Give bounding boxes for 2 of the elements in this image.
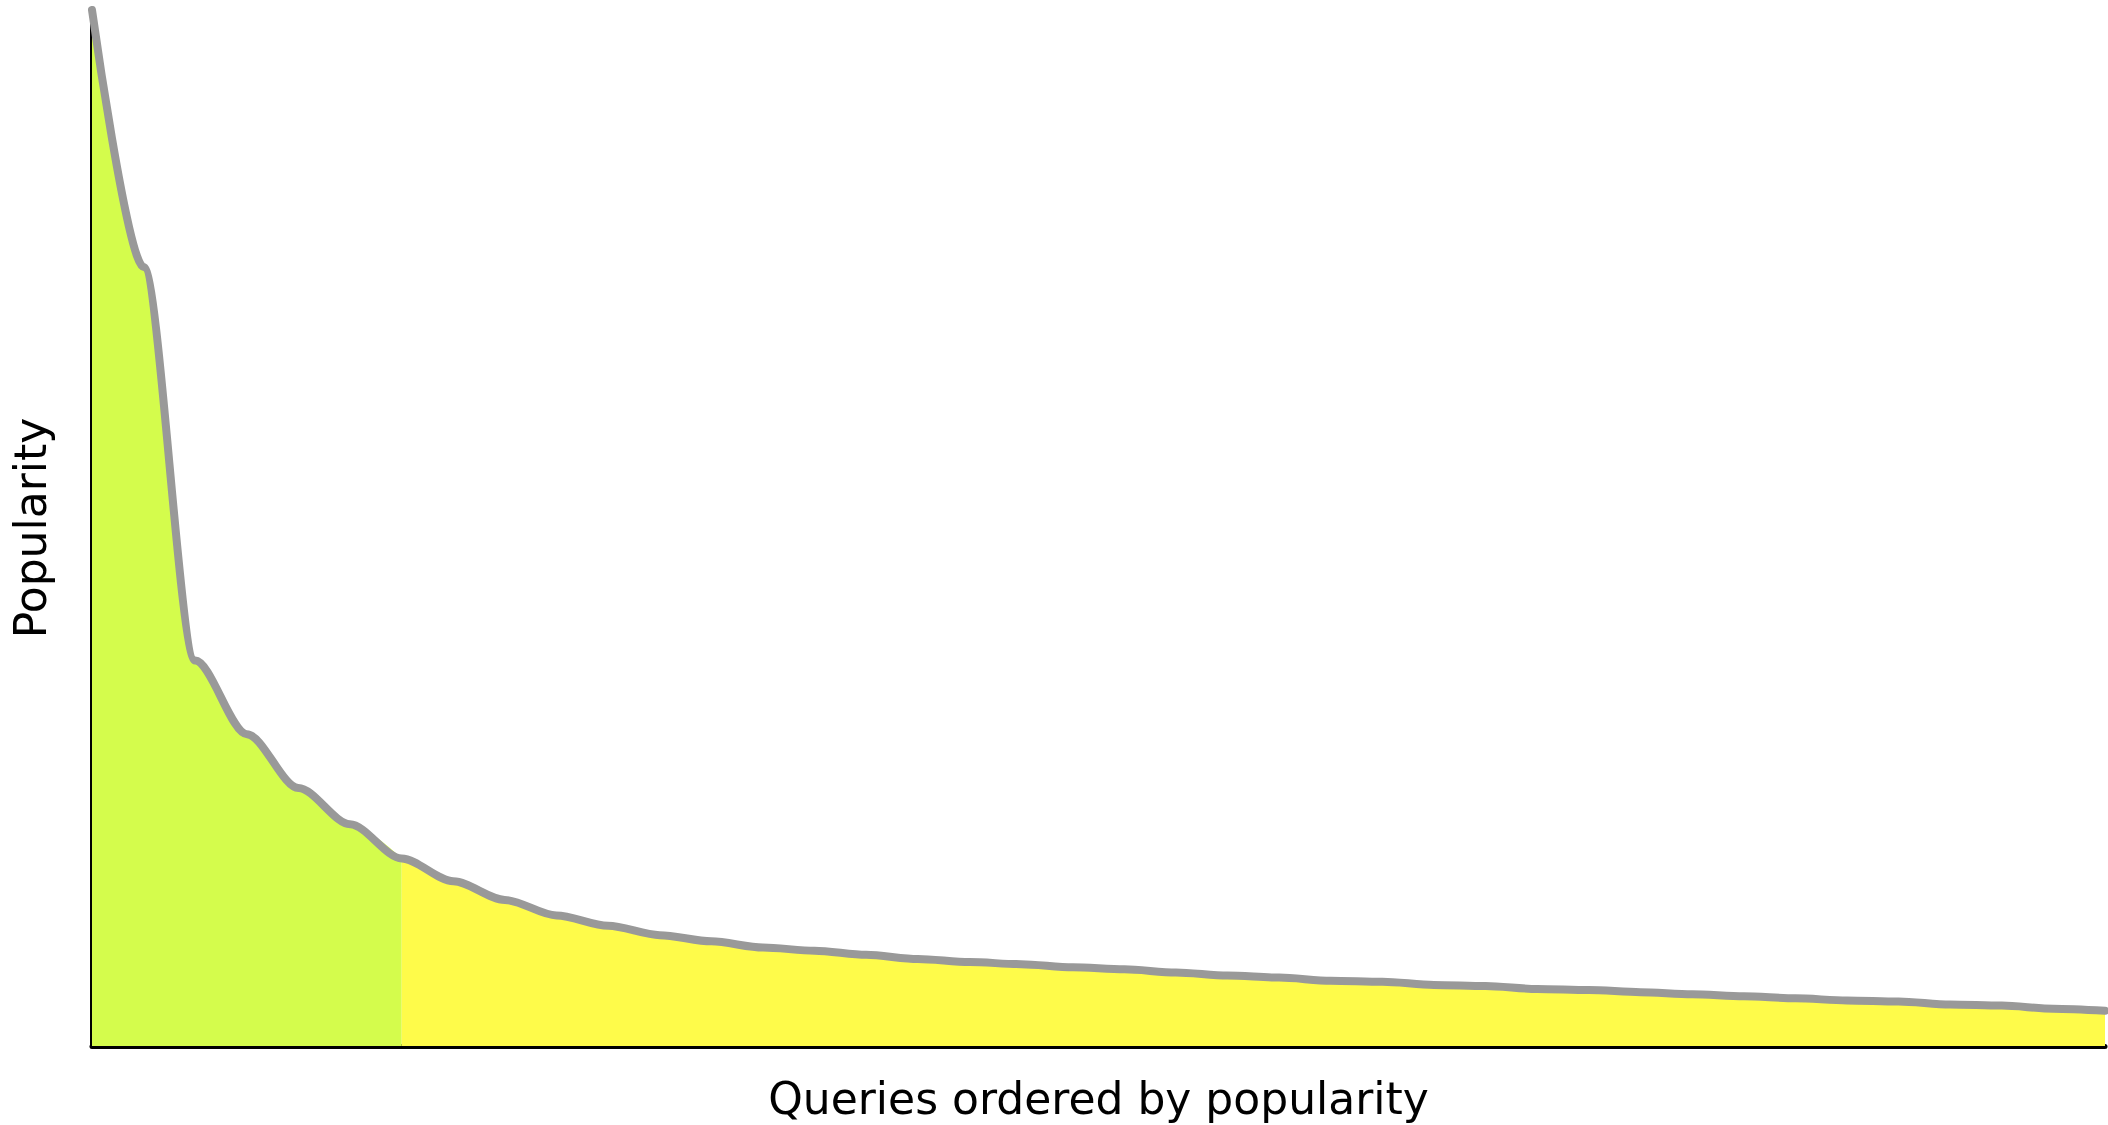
x-axis-title: Queries ordered by popularity	[768, 1072, 1429, 1124]
y-axis-title: Popularity	[4, 417, 56, 639]
